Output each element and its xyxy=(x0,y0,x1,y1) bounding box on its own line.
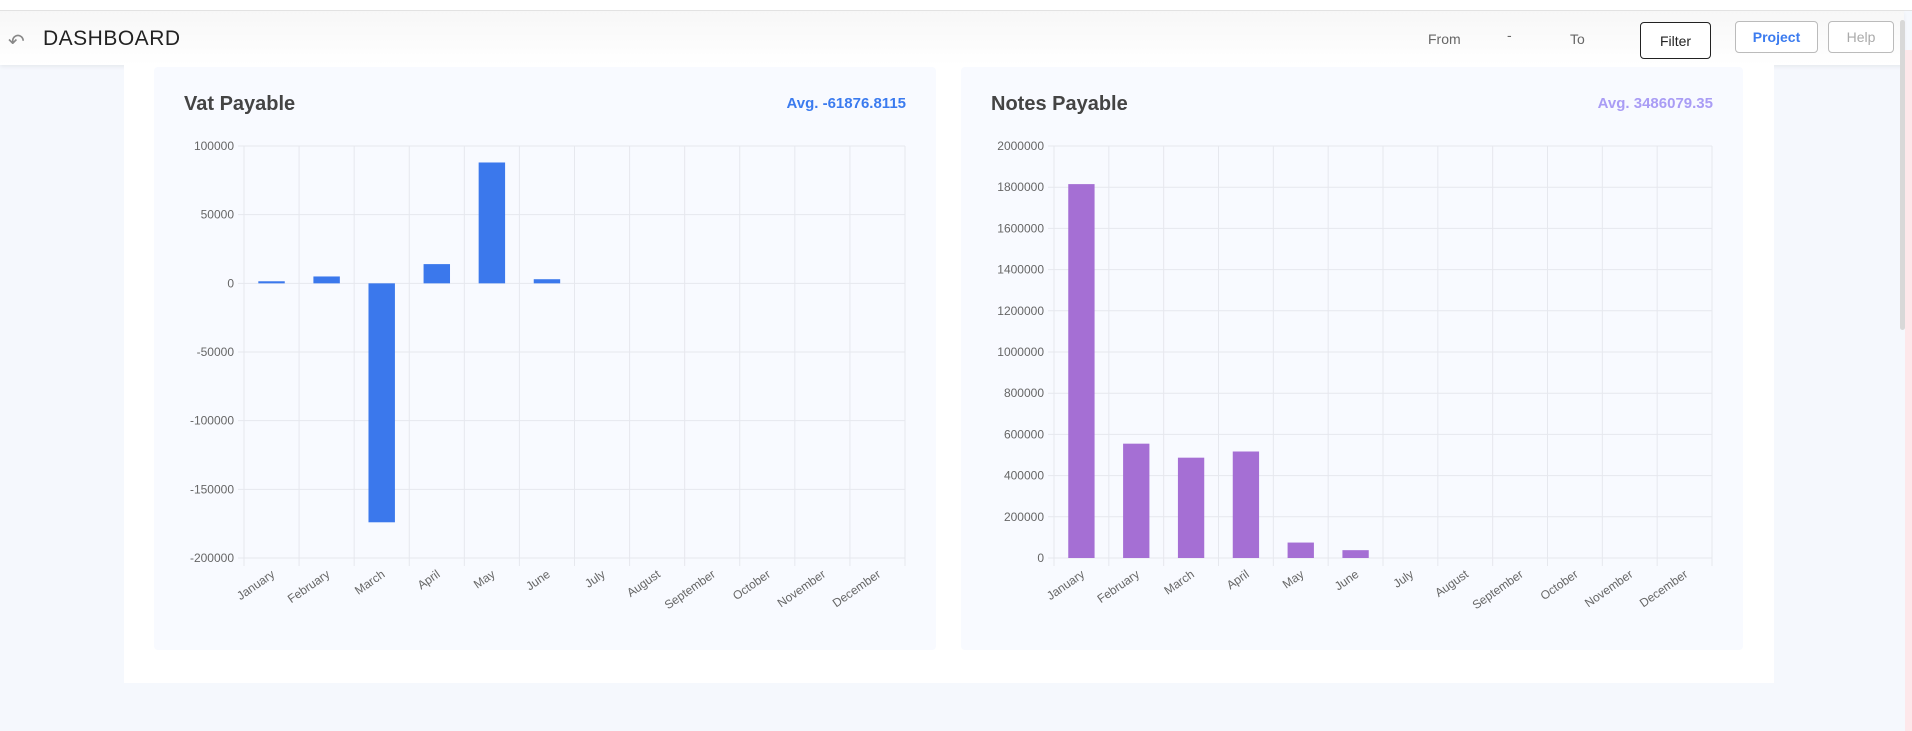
bar-april xyxy=(1232,451,1260,558)
bar-june xyxy=(533,279,561,284)
y-tick-label: 100000 xyxy=(194,139,234,153)
bar-january xyxy=(1068,184,1095,559)
from-label: From xyxy=(1428,31,1461,47)
x-tick-label: November xyxy=(1582,567,1635,610)
project-button[interactable]: Project xyxy=(1735,21,1818,53)
x-tick-label: October xyxy=(730,567,773,603)
y-tick-label: -150000 xyxy=(190,482,234,496)
y-tick-label: 1800000 xyxy=(997,180,1044,194)
bar-may xyxy=(478,162,506,284)
x-tick-label: April xyxy=(415,567,443,592)
y-tick-label: 0 xyxy=(1037,551,1044,565)
x-tick-label: July xyxy=(582,567,608,591)
bar-february xyxy=(1123,443,1150,558)
y-tick-label: -50000 xyxy=(197,345,235,359)
vat-payable-card: Vat Payable Avg. -61876.8115 100000 50000… xyxy=(154,67,936,650)
x-tick-label: August xyxy=(1432,567,1471,600)
y-tick-label: 1200000 xyxy=(997,304,1044,318)
x-tick-label: July xyxy=(1391,567,1417,591)
bar-march xyxy=(368,283,395,523)
x-tick-label: February xyxy=(285,567,332,606)
average-label: Avg. 3486079.35 xyxy=(1597,95,1713,112)
x-tick-label: May xyxy=(471,567,498,591)
bar-june xyxy=(1342,550,1369,558)
y-tick-label: 1400000 xyxy=(997,263,1044,277)
side-strip xyxy=(1905,50,1912,731)
x-tick-label: May xyxy=(1280,567,1307,591)
average-label: Avg. -61876.8115 xyxy=(786,95,906,112)
y-tick-label: 400000 xyxy=(1004,469,1044,483)
x-tick-label: April xyxy=(1224,567,1252,592)
from-date-input[interactable]: - xyxy=(1507,27,1512,43)
y-tick-label: 200000 xyxy=(1004,510,1044,524)
x-tick-label: August xyxy=(624,567,663,600)
x-tick-label: November xyxy=(775,567,828,610)
bar-january xyxy=(258,281,285,284)
chart-title: Vat Payable xyxy=(184,93,296,115)
x-tick-label: March xyxy=(352,567,387,598)
x-tick-label: June xyxy=(1332,567,1362,594)
x-tick-label: December xyxy=(1637,567,1690,610)
notes-payable-card: Notes Payable Avg. 3486079.35 2000000 180… xyxy=(961,67,1743,650)
filter-button[interactable]: Filter xyxy=(1640,22,1711,59)
vat-payable-chart: 100000500000-50000-100000-150000-200000J… xyxy=(190,139,906,612)
scrollbar[interactable] xyxy=(1900,20,1905,330)
x-tick-label: June xyxy=(523,567,553,594)
to-label: To xyxy=(1570,31,1585,47)
y-tick-label: 0 xyxy=(227,276,234,290)
x-tick-label: January xyxy=(1044,567,1087,603)
x-tick-label: February xyxy=(1095,567,1142,606)
help-button[interactable]: Help xyxy=(1828,21,1894,53)
chart-title: Notes Payable xyxy=(991,93,1128,115)
x-tick-label: October xyxy=(1538,567,1581,603)
bar-april xyxy=(423,264,451,284)
bar-february xyxy=(313,276,340,284)
x-tick-label: September xyxy=(1470,567,1526,612)
y-tick-label: 800000 xyxy=(1004,386,1044,400)
bar-may xyxy=(1287,542,1314,558)
x-tick-label: March xyxy=(1161,567,1196,598)
x-tick-label: January xyxy=(234,567,277,603)
top-band xyxy=(0,0,1912,11)
y-tick-label: 2000000 xyxy=(997,139,1044,153)
y-tick-label: 1600000 xyxy=(997,221,1044,235)
back-arrow-icon[interactable]: ↶ xyxy=(8,31,25,53)
header-bar: ↶ DASHBOARD From - To Filter Project Hel… xyxy=(0,11,1904,65)
y-tick-label: -100000 xyxy=(190,414,234,428)
bar-march xyxy=(1177,457,1205,558)
y-tick-label: 50000 xyxy=(201,208,235,222)
y-tick-label: 600000 xyxy=(1004,427,1044,441)
y-tick-label: -200000 xyxy=(190,551,234,565)
x-tick-label: December xyxy=(830,567,883,610)
x-tick-label: September xyxy=(662,567,718,612)
y-tick-label: 1000000 xyxy=(997,345,1044,359)
notes-payable-chart: 2000000180000016000001400000120000010000… xyxy=(997,139,1713,612)
page-title: DASHBOARD xyxy=(43,27,181,50)
